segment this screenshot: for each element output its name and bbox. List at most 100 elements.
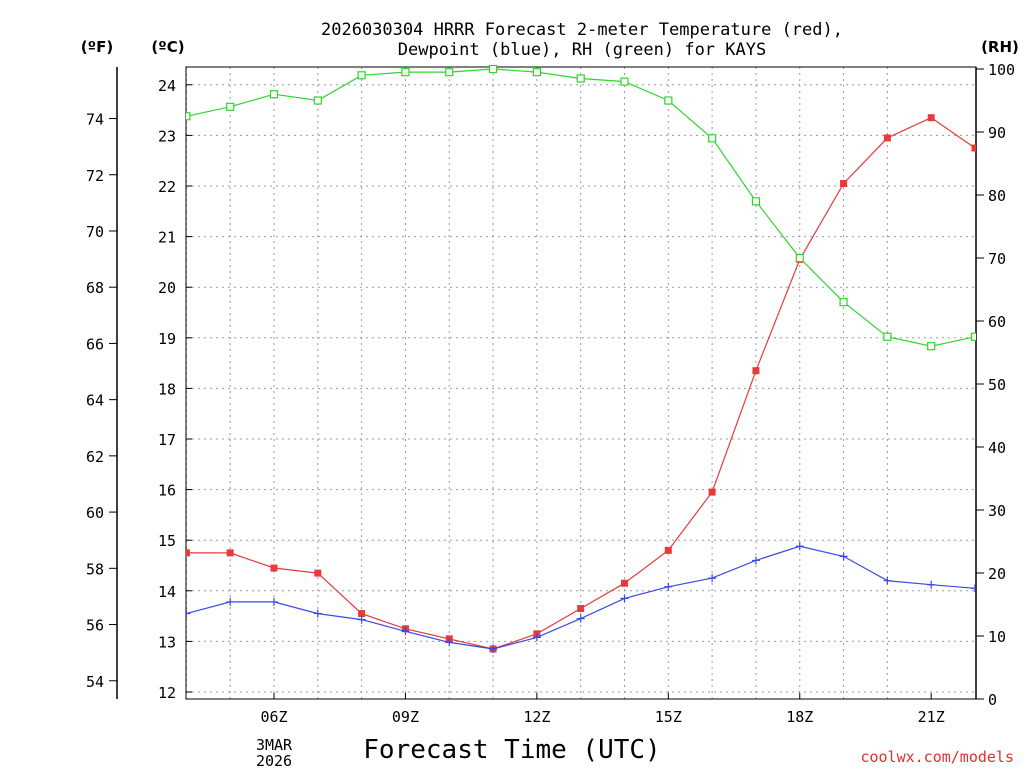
temperature-point [665, 547, 672, 554]
rh-point [358, 72, 365, 79]
celsius-tick-label: 16 [158, 482, 176, 500]
dewpoint-point [664, 583, 672, 591]
rh-point [665, 97, 672, 104]
rh-tick-label: 20 [988, 565, 1006, 583]
rh-tick-label: 30 [988, 502, 1006, 520]
temperature-point [271, 565, 278, 572]
celsius-tick-label: 15 [158, 532, 176, 550]
rh-point [577, 75, 584, 82]
rh-point [928, 343, 935, 350]
celsius-tick-label: 21 [158, 229, 176, 247]
temperature-point [227, 549, 234, 556]
rh-point [840, 299, 847, 306]
celsius-tick-label: 22 [158, 178, 176, 196]
temperature-line [186, 118, 975, 649]
dewpoint-point [314, 610, 322, 618]
fahrenheit-tick-label: 70 [86, 223, 104, 241]
celsius-tick-label: 23 [158, 127, 176, 145]
rh-tick-label: 40 [988, 439, 1006, 457]
temperature-point [314, 570, 321, 577]
rh-tick-label: 70 [988, 250, 1006, 268]
dewpoint-point [182, 610, 190, 618]
rh-tick-label: 60 [988, 313, 1006, 331]
fahrenheit-tick-label: 72 [86, 167, 104, 185]
dewpoint-point [577, 615, 585, 623]
dewpoint-point [708, 574, 716, 582]
fahrenheit-tick-label: 62 [86, 448, 104, 466]
celsius-unit-label: (ºC) [151, 38, 184, 56]
temperature-point [577, 605, 584, 612]
fahrenheit-unit-label: (ºF) [81, 38, 113, 56]
dewpoint-line [186, 546, 975, 649]
temperature-point [884, 134, 891, 141]
celsius-tick-label: 24 [158, 77, 176, 95]
x-tick-label: 18Z [786, 708, 813, 726]
rh-point [884, 333, 891, 340]
x-axis-title: Forecast Time (UTC) [363, 735, 660, 765]
temperature-point [840, 180, 847, 187]
dewpoint-point [621, 594, 629, 602]
rh-point [271, 91, 278, 98]
dewpoint-point [752, 556, 760, 564]
rh-point [446, 69, 453, 76]
rh-point [972, 333, 979, 340]
data-series [182, 66, 979, 653]
rh-tick-label: 0 [988, 691, 997, 709]
rh-point [621, 78, 628, 85]
fahrenheit-tick-label: 74 [86, 111, 104, 129]
rh-point [796, 255, 803, 262]
temperature-point [972, 145, 979, 152]
rh-unit-label: (RH) [981, 38, 1019, 56]
fahrenheit-tick-label: 60 [86, 504, 104, 522]
chart-title-line2: Dewpoint (blue), RH (green) for KAYS [398, 40, 766, 60]
rh-tick-label: 50 [988, 376, 1006, 394]
dewpoint-point [883, 577, 891, 585]
fahrenheit-tick-label: 66 [86, 335, 104, 353]
rh-point [533, 69, 540, 76]
x-tick-label: 21Z [918, 708, 945, 726]
grid-lines [186, 67, 976, 699]
celsius-tick-label: 17 [158, 431, 176, 449]
dewpoint-point [796, 542, 804, 550]
dewpoint-point [226, 598, 234, 606]
axes [117, 67, 976, 699]
dewpoint-point [840, 552, 848, 560]
fahrenheit-tick-label: 58 [86, 560, 104, 578]
forecast-chart: 2026030304 HRRR Forecast 2-meter Tempera… [0, 0, 1024, 768]
temperature-point [183, 549, 190, 556]
x-tick-label: 15Z [655, 708, 682, 726]
fahrenheit-tick-label: 68 [86, 279, 104, 297]
x-tick-label: 12Z [523, 708, 550, 726]
rh-tick-label: 90 [988, 124, 1006, 142]
dewpoint-point [270, 598, 278, 606]
plot-frame [186, 67, 976, 699]
chart-title-line1: 2026030304 HRRR Forecast 2-meter Tempera… [321, 20, 843, 40]
celsius-tick-label: 13 [158, 633, 176, 651]
rh-tick-label: 100 [988, 61, 1015, 79]
date-label-year: 2026 [256, 752, 292, 768]
rh-point [752, 198, 759, 205]
rh-point [490, 66, 497, 73]
rh-tick-label: 10 [988, 628, 1006, 646]
x-tick-label: 06Z [260, 708, 287, 726]
fahrenheit-tick-label: 56 [86, 617, 104, 635]
celsius-tick-label: 12 [158, 684, 176, 702]
rh-point [314, 97, 321, 104]
rh-tick-label: 80 [988, 187, 1006, 205]
rh-point [402, 69, 409, 76]
rh-point [183, 113, 190, 120]
dewpoint-point [927, 581, 935, 589]
celsius-tick-label: 18 [158, 380, 176, 398]
rh-point [709, 135, 716, 142]
celsius-tick-label: 20 [158, 279, 176, 297]
temperature-point [621, 580, 628, 587]
temperature-point [752, 367, 759, 374]
celsius-tick-label: 19 [158, 330, 176, 348]
x-tick-label: 09Z [392, 708, 419, 726]
credit-label: coolwx.com/models [860, 748, 1014, 766]
rh-point [227, 103, 234, 110]
fahrenheit-tick-label: 54 [86, 673, 104, 691]
temperature-point [709, 489, 716, 496]
fahrenheit-tick-label: 64 [86, 392, 104, 410]
celsius-tick-label: 14 [158, 583, 176, 601]
